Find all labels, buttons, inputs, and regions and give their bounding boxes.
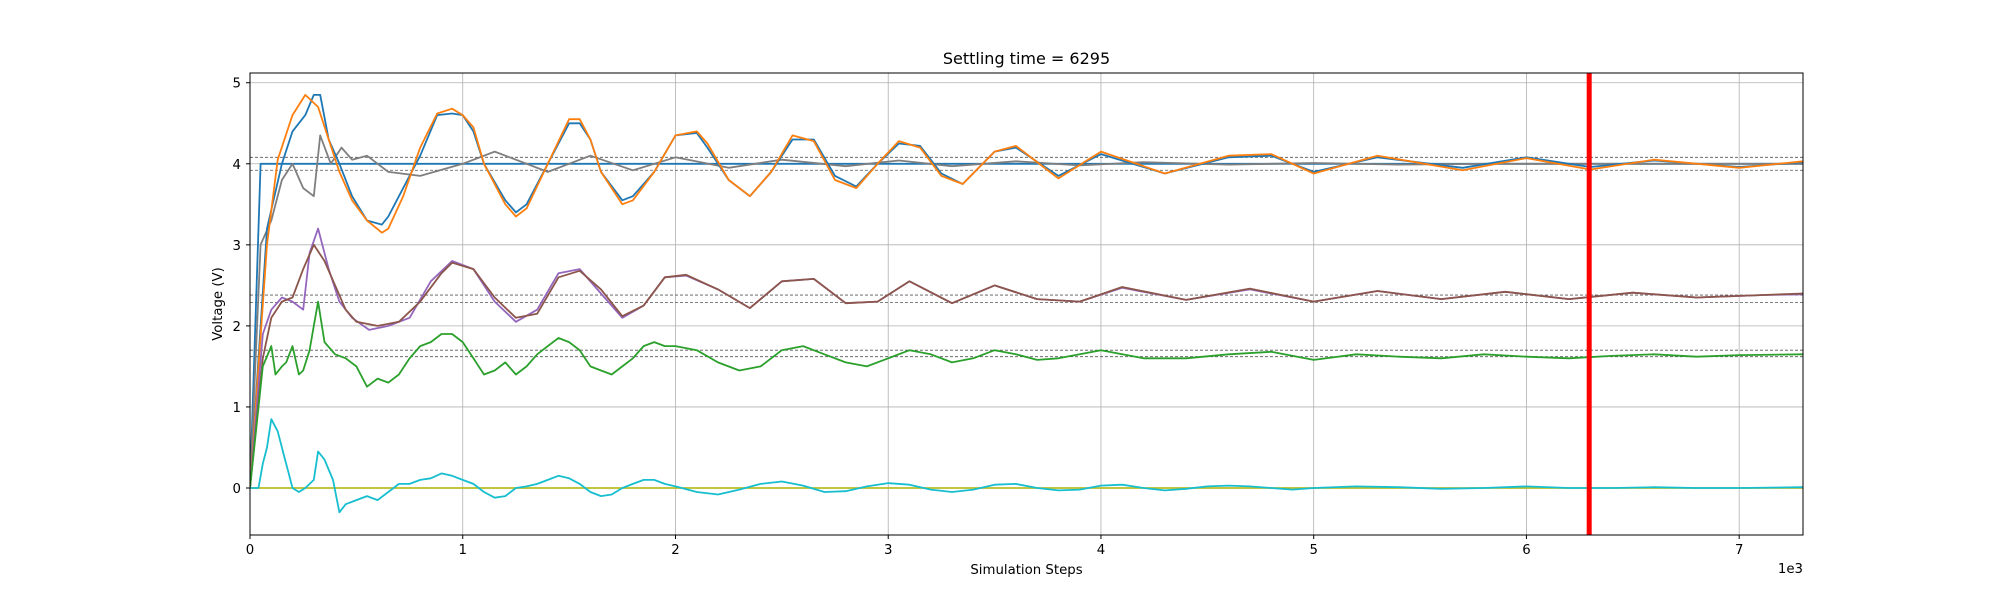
x-tick-label: 2 xyxy=(671,543,679,558)
series-line xyxy=(250,418,1803,514)
x-tick-label: 7 xyxy=(1735,543,1743,558)
y-tick-label: 4 xyxy=(233,158,241,173)
plot-frame xyxy=(249,72,1804,536)
y-axis-ticks: 0 1 2 3 4 5 xyxy=(233,77,250,497)
x-tick-label: 6 xyxy=(1522,543,1530,558)
series-line xyxy=(250,243,1803,489)
chart-title: Settling time = 6295 xyxy=(943,49,1110,68)
x-tick-label: 1 xyxy=(459,543,467,558)
series-line xyxy=(250,94,1803,489)
y-axis-label: Voltage (V) xyxy=(211,267,226,341)
x-axis-ticks: 0 1 2 3 4 5 6 7 xyxy=(246,535,1743,558)
x-axis-offset-label: 1e3 xyxy=(1778,562,1803,577)
series-line xyxy=(250,134,1803,489)
x-tick-label: 3 xyxy=(884,543,892,558)
x-axis-label: Simulation Steps xyxy=(970,563,1082,578)
x-tick-label: 4 xyxy=(1097,543,1105,558)
x-tick-label: 0 xyxy=(246,543,254,558)
y-tick-label: 0 xyxy=(233,482,241,497)
y-tick-label: 3 xyxy=(233,239,241,254)
series-lines xyxy=(250,94,1803,514)
y-tick-label: 5 xyxy=(233,77,241,92)
y-tick-label: 1 xyxy=(233,401,241,416)
x-tick-label: 5 xyxy=(1309,543,1317,558)
y-tick-label: 2 xyxy=(233,320,241,335)
series-line xyxy=(250,300,1803,489)
